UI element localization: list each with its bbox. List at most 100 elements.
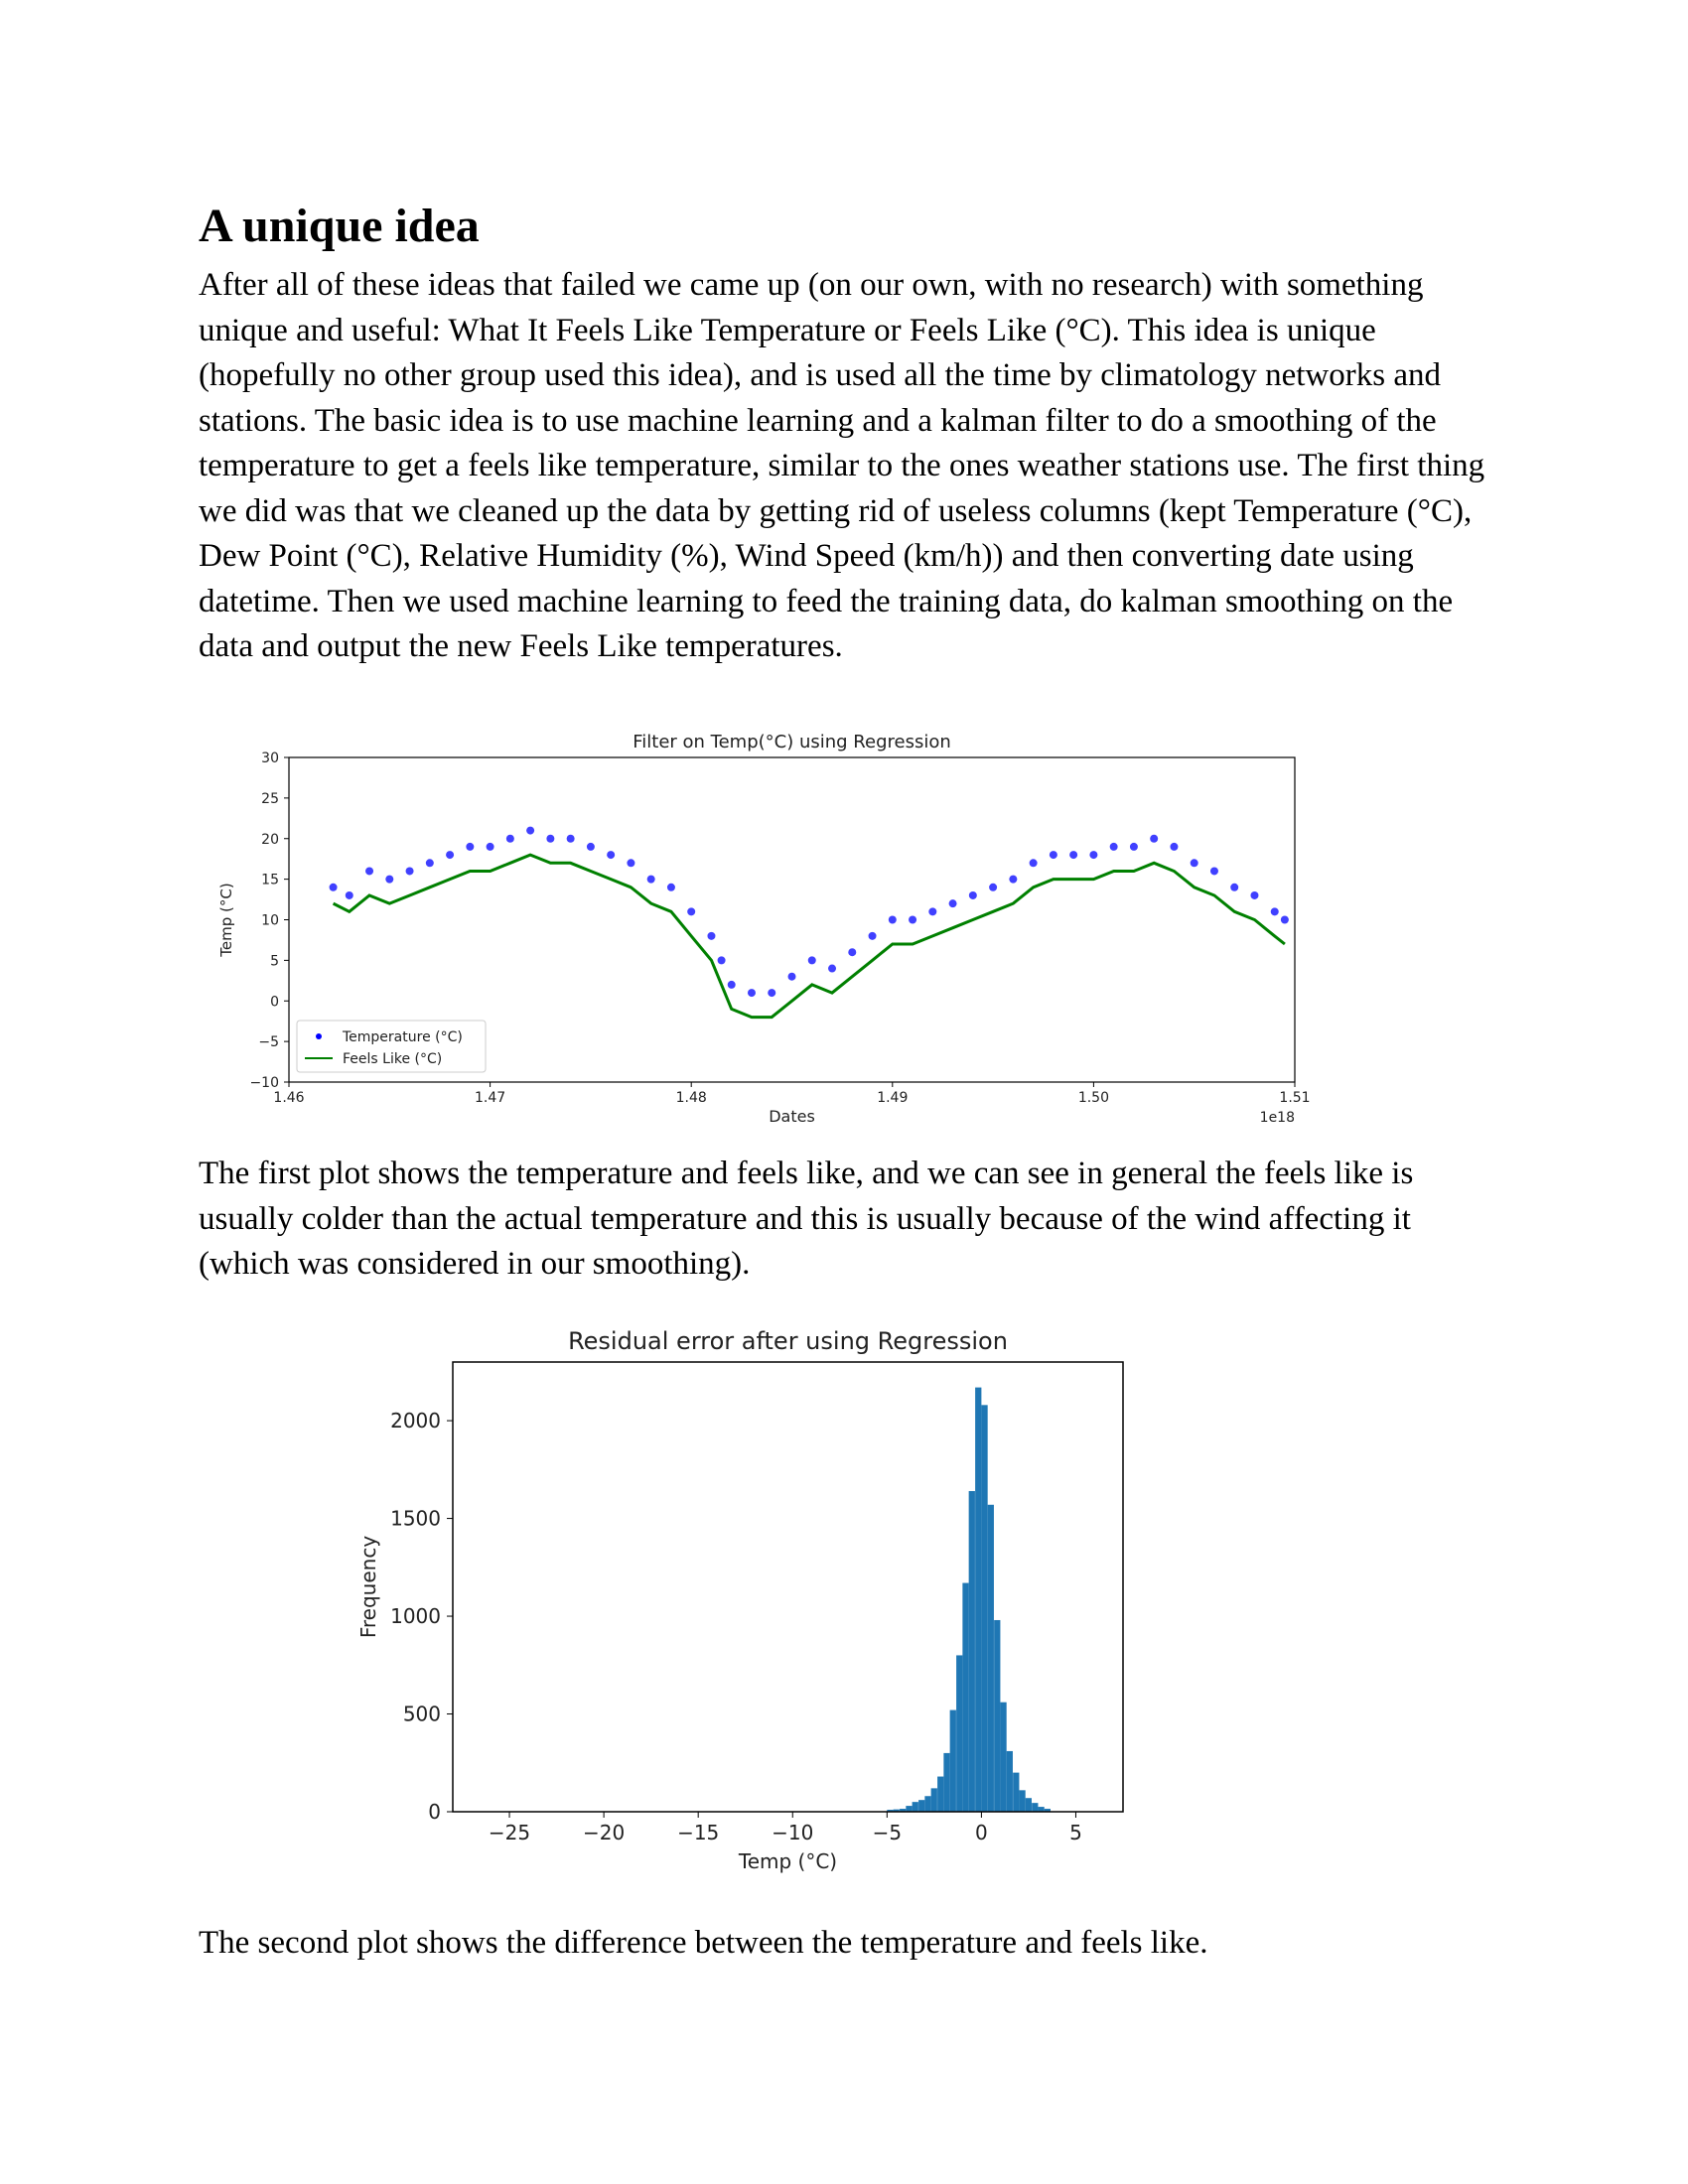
temperature-point bbox=[928, 907, 937, 916]
temperature-point bbox=[868, 931, 877, 940]
chart-title: Residual error after using Regression bbox=[568, 1327, 1008, 1355]
y-tick-label: 30 bbox=[261, 751, 279, 766]
temperature-point bbox=[526, 826, 535, 835]
section-title: A unique idea bbox=[199, 200, 480, 252]
temperature-point bbox=[586, 842, 595, 851]
temperature-point bbox=[425, 859, 434, 868]
histogram-bar bbox=[1013, 1772, 1020, 1812]
temperature-point bbox=[828, 964, 837, 973]
temperature-point bbox=[405, 867, 414, 876]
histogram-bar bbox=[962, 1582, 969, 1812]
temperature-point bbox=[627, 859, 635, 868]
histogram-bar bbox=[918, 1800, 925, 1812]
histogram-bar bbox=[1025, 1798, 1032, 1812]
histogram-bar bbox=[887, 1810, 894, 1812]
histogram-bar bbox=[937, 1776, 944, 1812]
y-tick-label: 1000 bbox=[390, 1604, 441, 1628]
temperature-point bbox=[486, 842, 494, 851]
temperature-point bbox=[1009, 875, 1018, 884]
temperature-point bbox=[607, 851, 616, 860]
plot-frame bbox=[452, 1361, 1124, 1813]
y-tick-label: 0 bbox=[428, 1800, 441, 1824]
histogram-bar bbox=[912, 1802, 918, 1812]
x-tick-label: 1.51 bbox=[1279, 1090, 1310, 1106]
y-tick-label: 5 bbox=[270, 953, 279, 969]
temperature-point bbox=[687, 907, 696, 916]
x-tick-label: −20 bbox=[583, 1821, 625, 1844]
histogram-bar bbox=[1032, 1803, 1039, 1812]
histogram-bar bbox=[981, 1405, 988, 1812]
temperature-point bbox=[566, 834, 575, 843]
temperature-point bbox=[1280, 915, 1289, 924]
temperature-point bbox=[989, 883, 998, 891]
histogram-bar bbox=[1044, 1809, 1051, 1812]
x-tick-label: 1.46 bbox=[273, 1090, 304, 1106]
histogram-bar bbox=[900, 1809, 907, 1812]
temperature-point bbox=[329, 883, 338, 891]
histogram-bar bbox=[906, 1806, 913, 1812]
y-tick-label: 20 bbox=[261, 832, 279, 848]
temperature-point bbox=[888, 915, 897, 924]
temperature-point bbox=[768, 989, 776, 998]
histogram-bar bbox=[994, 1619, 1001, 1812]
temperature-point bbox=[848, 948, 857, 957]
temperature-point bbox=[345, 890, 353, 899]
legend-label-feels-like: Feels Like (°C) bbox=[343, 1051, 442, 1067]
y-tick-label: −10 bbox=[249, 1075, 279, 1091]
x-tick-label: 0 bbox=[975, 1821, 988, 1844]
temperature-point bbox=[1029, 859, 1038, 868]
y-tick-label: 10 bbox=[261, 913, 279, 929]
temperature-point bbox=[1089, 851, 1098, 860]
y-tick-label: 25 bbox=[261, 791, 279, 807]
temperature-point bbox=[666, 883, 675, 891]
temperature-point bbox=[1109, 842, 1118, 851]
y-tick-label: 15 bbox=[261, 873, 279, 888]
temperature-point bbox=[466, 842, 475, 851]
x-tick-label: −25 bbox=[489, 1821, 530, 1844]
temperature-point bbox=[727, 980, 736, 989]
feels-like-line bbox=[332, 853, 1286, 1020]
temperature-point bbox=[446, 851, 455, 860]
y-axis-label: Temp (°C) bbox=[217, 883, 235, 957]
histogram-bar bbox=[1000, 1702, 1007, 1812]
x-axis-label: Temp (°C) bbox=[738, 1849, 837, 1873]
temperature-point bbox=[1150, 834, 1159, 843]
y-tick-label: −5 bbox=[258, 1034, 279, 1050]
temperature-point bbox=[707, 931, 716, 940]
temperature-point bbox=[1170, 842, 1179, 851]
temperature-point bbox=[747, 989, 756, 998]
y-tick-label: 0 bbox=[270, 994, 279, 1010]
temperature-series bbox=[329, 826, 1289, 998]
histogram-bar bbox=[975, 1387, 982, 1812]
temperature-point bbox=[1250, 890, 1259, 899]
second-plot-description: The second plot shows the difference bet… bbox=[199, 1925, 1208, 1961]
temperature-point bbox=[646, 875, 655, 884]
histogram-bar bbox=[987, 1504, 994, 1812]
histogram-bar bbox=[943, 1752, 950, 1812]
chart-title: Filter on Temp(°C) using Regression bbox=[633, 732, 951, 752]
histogram-bar bbox=[1006, 1750, 1013, 1812]
y-tick-label: 1500 bbox=[390, 1507, 441, 1531]
temperature-point bbox=[385, 875, 394, 884]
temperature-point bbox=[717, 956, 726, 965]
intro-paragraph: After all of these ideas that failed we … bbox=[199, 267, 1485, 664]
x-tick-label: −5 bbox=[873, 1821, 902, 1844]
histogram-bar bbox=[893, 1809, 900, 1812]
legend-label-temperature: Temperature (°C) bbox=[342, 1029, 463, 1045]
temperature-point bbox=[1230, 883, 1239, 891]
temperature-point bbox=[1129, 842, 1138, 851]
x-tick-label: 1.49 bbox=[877, 1090, 908, 1106]
histogram-bar bbox=[924, 1796, 931, 1812]
first-plot-description: The first plot shows the temperature and… bbox=[199, 1156, 1414, 1282]
histogram-bar bbox=[930, 1788, 937, 1812]
temperature-point bbox=[365, 867, 374, 876]
legend-box bbox=[296, 1020, 487, 1073]
x-tick-label: 5 bbox=[1069, 1821, 1082, 1844]
y-tick-label: 500 bbox=[403, 1703, 441, 1726]
histogram-bar bbox=[1019, 1790, 1026, 1812]
temperature-point bbox=[1049, 851, 1057, 860]
temperature-point bbox=[807, 956, 816, 965]
